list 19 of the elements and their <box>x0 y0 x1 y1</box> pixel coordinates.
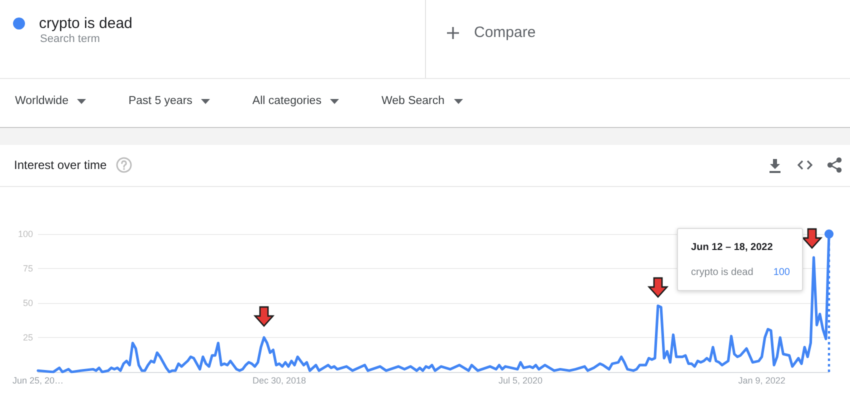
text: Past 5 years <box>128 94 192 109</box>
text: All categories <box>252 94 322 109</box>
legend-label: crypto is dead <box>39 15 132 32</box>
annotation: 100 <box>773 267 790 279</box>
text: Web Search <box>381 94 445 109</box>
y-tick-label: 50 <box>22 298 33 308</box>
x-tick-label: Dec 30, 2018 <box>252 376 306 386</box>
text: Compare <box>474 24 536 42</box>
text: Worldwide <box>15 94 68 109</box>
annotation: Jun 12 – 18, 2022 <box>691 242 774 254</box>
x-tick-label: Jul 5, 2020 <box>498 376 543 386</box>
text: Search term <box>40 33 100 46</box>
x-tick-label: Jun 25, 20… <box>12 376 64 386</box>
y-tick-label: 75 <box>22 264 33 274</box>
x-tick-label: Jan 9, 2022 <box>738 376 786 386</box>
y-tick-label: 100 <box>18 229 33 239</box>
tooltip-card: Jun 12 – 18, 2022 crypto is dead 100 <box>677 228 803 291</box>
y-tick-label: 25 <box>22 332 33 342</box>
chart-title: Interest over time <box>14 157 107 173</box>
